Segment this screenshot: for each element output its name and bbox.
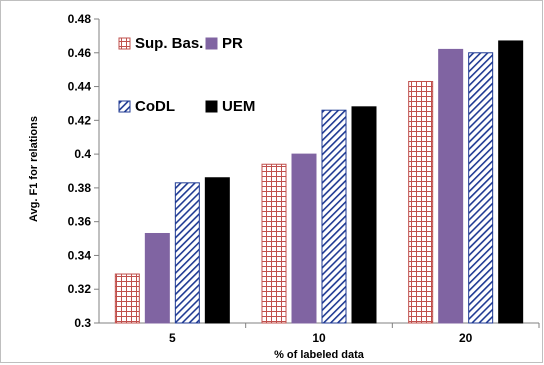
y-tick-label: 0.46 [68, 46, 92, 60]
y-tick-label: 0.44 [68, 80, 92, 94]
y-axis-label: Avg. F1 for relations [28, 116, 40, 222]
bar [114, 273, 140, 324]
y-tick-label: 0.4 [74, 147, 91, 161]
x-tick-label: 5 [169, 331, 176, 345]
y-tick-label: 0.42 [68, 113, 92, 127]
bar [174, 182, 200, 324]
x-axis-label: % of labeled data [274, 349, 365, 361]
y-tick-label: 0.34 [68, 248, 92, 262]
legend-label: CoDL [135, 98, 175, 115]
y-tick-label: 0.48 [68, 12, 92, 26]
bar [144, 232, 170, 324]
legend-swatch [205, 37, 218, 50]
bar [468, 52, 494, 324]
legend-label: Sup. Bas. [135, 35, 203, 52]
bar [321, 109, 347, 324]
y-tick-label: 0.36 [68, 215, 92, 229]
legend-swatch [205, 100, 218, 113]
bar [204, 177, 230, 324]
bar [351, 106, 377, 324]
y-tick-label: 0.32 [68, 282, 92, 296]
bar [291, 153, 317, 324]
bar [438, 48, 464, 324]
bar [261, 163, 287, 324]
legend-label: UEM [222, 98, 255, 115]
legend-label: PR [222, 35, 243, 52]
bar [408, 80, 434, 324]
y-tick-label: 0.3 [74, 316, 91, 330]
legend-swatch [118, 100, 131, 113]
legend-swatch [118, 37, 131, 50]
y-tick-label: 0.38 [68, 181, 92, 195]
x-tick-label: 10 [312, 331, 326, 345]
x-tick-label: 20 [459, 331, 473, 345]
bar [498, 40, 524, 324]
